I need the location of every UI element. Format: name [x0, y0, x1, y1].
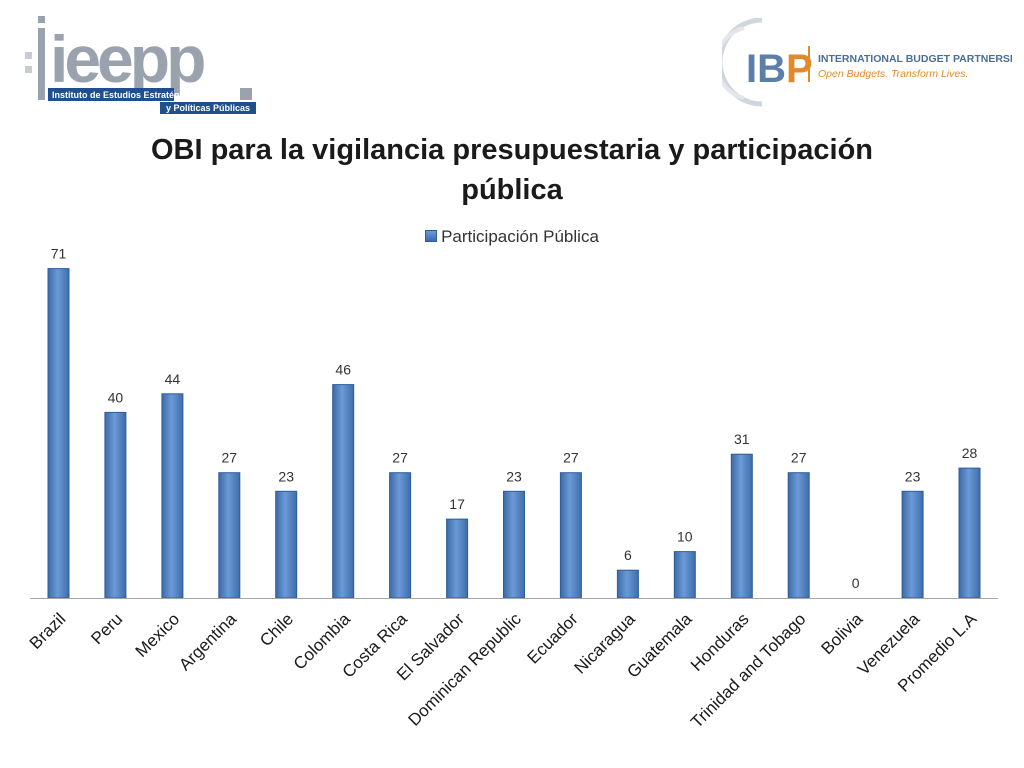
chart-legend: Participación Pública	[0, 227, 1024, 247]
logo-arc	[722, 18, 763, 107]
logo-line2: y Políticas Públicas	[166, 103, 250, 113]
bar-guatemala	[673, 551, 696, 599]
data-label-costa-rica: 27	[392, 450, 408, 466]
data-label-mexico: 44	[165, 371, 181, 387]
x-tick-mexico: Mexico	[132, 609, 184, 661]
logo-wordmark: ieepp	[50, 22, 204, 96]
bar-venezuela	[901, 490, 924, 599]
x-tick-argentina: Argentina	[175, 609, 240, 674]
bar-trinidad-and-tobago	[787, 472, 810, 599]
logo-banner2	[160, 102, 256, 114]
data-label-argentina: 27	[222, 450, 238, 466]
logo-banner	[48, 88, 174, 101]
logo-arc	[722, 26, 745, 100]
legend-swatch	[425, 230, 438, 242]
data-label-dominican-republic: 23	[506, 468, 522, 484]
data-label-guatemala: 10	[677, 529, 693, 545]
data-label-chile: 23	[278, 468, 294, 484]
bar-argentina	[218, 472, 241, 599]
data-label-trinidad-and-tobago: 27	[791, 450, 807, 466]
x-tick-bolivia: Bolivia	[818, 609, 867, 658]
data-label-peru: 40	[108, 389, 124, 405]
bar-mexico	[161, 393, 184, 599]
logo-dot	[25, 66, 32, 73]
ibp-line2: Open Budgets. Transform Lives.	[818, 68, 968, 80]
bar-dominican-republic	[503, 490, 525, 599]
bar-el-salvador	[446, 518, 469, 599]
bar-promedio-l-a	[958, 467, 981, 599]
logo-line1: Instituto de Estudios Estratégicos	[52, 90, 198, 100]
logo-divider	[808, 46, 810, 82]
data-label-honduras: 31	[734, 431, 750, 447]
logo-dot	[25, 52, 32, 59]
bar-honduras	[730, 453, 753, 599]
data-label-colombia: 46	[335, 362, 351, 378]
logo-dot	[38, 16, 45, 23]
bar-nicaragua	[616, 569, 639, 599]
bar-costa-rica	[389, 472, 412, 599]
data-label-promedio-l-a: 28	[962, 445, 978, 461]
bar-colombia	[332, 384, 355, 599]
x-tick-dominican-republic: Dominican Republic	[404, 609, 525, 730]
logo-bar	[38, 28, 45, 100]
ibp-line1: INTERNATIONAL BUDGET PARTNERSHIP	[818, 53, 1012, 65]
bar-ecuador	[559, 472, 582, 599]
chart-title-line1: OBI para la vigilancia presupuestaria y …	[150, 134, 874, 166]
bar-chile	[275, 490, 298, 599]
data-label-venezuela: 23	[905, 468, 921, 484]
chart-title: OBI para la vigilancia presupuestaria y …	[100, 130, 924, 210]
data-label-nicaragua: 6	[624, 547, 632, 563]
x-tick-trinidad-and-tobago: Trinidad and Tobago	[687, 609, 809, 731]
data-label-bolivia: 0	[852, 575, 860, 591]
ibp-logo: IBP INTERNATIONAL BUDGET PARTNERSHIP Ope…	[722, 18, 1012, 107]
x-tick-chile: Chile	[256, 609, 297, 650]
chart-title-line2: pública	[461, 174, 563, 206]
legend-label: Participación Pública	[441, 227, 599, 246]
data-label-brazil: 71	[51, 246, 67, 262]
bar-peru	[104, 411, 127, 599]
bar-brazil	[47, 268, 70, 599]
x-tick-ecuador: Ecuador	[524, 609, 582, 667]
logo-square	[240, 88, 252, 100]
ieepp-logo: ieepp Instituto de Estudios Estratégicos…	[25, 16, 256, 114]
x-tick-brazil: Brazil	[26, 609, 69, 652]
bar-series: 71 40 44 27 23 46 27 17 23 27 6 10 31 27 0 23 28	[47, 246, 981, 599]
x-tick-peru: Peru	[87, 609, 126, 648]
data-label-ecuador: 27	[563, 450, 579, 466]
data-label-el-salvador: 17	[449, 496, 465, 512]
